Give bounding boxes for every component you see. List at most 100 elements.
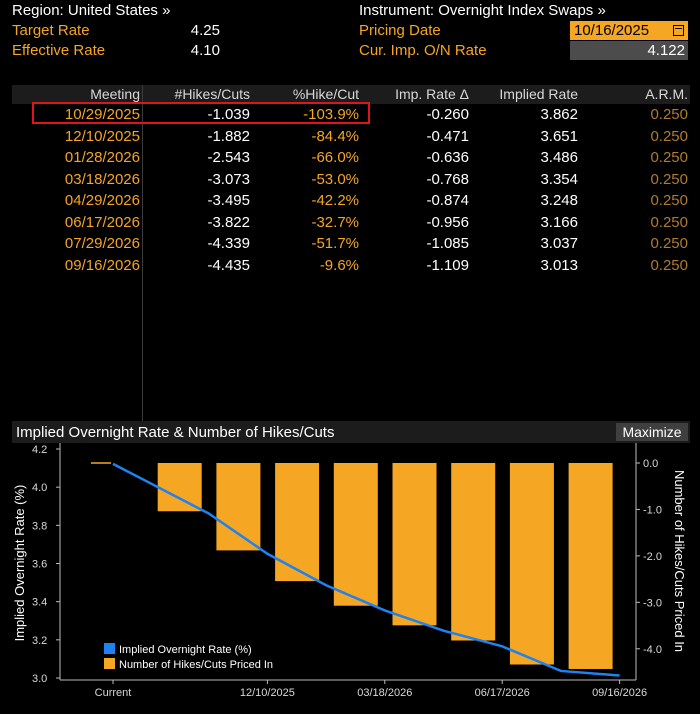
pricing-date-field[interactable]: 10/16/2025 (570, 21, 688, 40)
table-row[interactable]: 09/16/2026 -4.435 -9.6% -1.109 3.013 0.250 (12, 255, 690, 276)
bar-12/10/2025 (216, 463, 261, 551)
effective-rate-value: 4.10 (190, 42, 220, 59)
cur-imp-rate-label: Cur. Imp. O/N Rate (359, 42, 487, 59)
implied-rate-cell: 3.166 (540, 213, 578, 231)
col-pct-hike-cut[interactable]: %Hike/Cut (292, 86, 359, 102)
meeting-date-cell: 03/18/2026 (64, 170, 140, 188)
legend-swatch-line (104, 643, 115, 654)
pct-hike-cut-cell: -51.7% (311, 235, 359, 252)
chart-legend: Implied Overnight Rate (%) Number of Hik… (99, 639, 282, 673)
hikes-cuts-cell: -4.339 (207, 235, 250, 252)
arm-cell: 0.250 (650, 213, 688, 231)
rate-chart: 3.0 3.2 3.4 3.6 3.8 4.0 4.2 0.0 -1.0 -2.0 -3.0 -4.0… (12, 443, 687, 699)
imp-rate-delta-cell: -0.636 (426, 149, 469, 166)
table-row[interactable]: 01/28/2026 -2.543 -66.0% -0.636 3.486 0.250 (12, 147, 690, 168)
table-header: Meeting #Hikes/Cuts %Hike/Cut Imp. Rate … (12, 85, 690, 104)
arm-cell: 0.250 (650, 127, 688, 145)
imp-rate-delta-cell: -0.768 (426, 170, 469, 188)
meeting-date-cell: 07/29/2026 (64, 235, 140, 252)
instrument-selector[interactable]: Instrument: Overnight Index Swaps » (359, 2, 606, 19)
implied-rate-cell: 3.013 (540, 256, 578, 274)
y-tick-label: 3.8 (32, 520, 47, 532)
y-tick-label: 3.4 (32, 597, 47, 609)
hikes-cuts-cell: -2.543 (207, 149, 250, 166)
region-selector[interactable]: Region: United States » (12, 2, 171, 19)
implied-rate-line (112, 462, 620, 677)
legend-swatch-bars (104, 658, 115, 669)
arm-cell: 0.250 (650, 106, 688, 123)
bar-01/28/2026 (275, 463, 320, 582)
table-row[interactable]: 10/29/2025 -1.039 -103.9% -0.260 3.862 0.250 (12, 104, 690, 125)
y-tick-label: 4.2 (32, 444, 47, 456)
table-row[interactable]: 07/29/2026 -4.339 -51.7% -1.085 3.037 0.250 (12, 233, 690, 254)
arm-cell: 0.250 (650, 256, 688, 274)
x-tick-label: Current (95, 687, 132, 699)
x-tick-label: 12/10/2025 (240, 687, 295, 699)
y-right-tick-label: -2.0 (643, 551, 662, 563)
bar-04/29/2026 (392, 463, 437, 626)
col-hikes-cuts[interactable]: #Hikes/Cuts (174, 86, 250, 102)
hikes-cuts-cell: -1.882 (207, 127, 250, 145)
imp-rate-delta-cell: -1.085 (426, 235, 469, 252)
pricing-date-label: Pricing Date (359, 22, 441, 39)
hikes-cuts-cell: -3.073 (207, 170, 250, 188)
pct-hike-cut-cell: -9.6% (319, 256, 359, 274)
target-rate-label: Target Rate (12, 22, 90, 39)
meeting-date-cell: 06/17/2026 (64, 213, 140, 231)
calendar-icon[interactable] (673, 25, 684, 36)
effective-rate-label: Effective Rate (12, 42, 106, 59)
y-right-tick-label: -1.0 (643, 504, 662, 516)
table-row[interactable]: 12/10/2025 -1.882 -84.4% -0.471 3.651 0.250 (12, 126, 690, 147)
y-right-tick-label: -3.0 (643, 597, 662, 609)
maximize-button[interactable]: Maximize (616, 423, 688, 441)
hikes-cuts-cell: -3.822 (207, 213, 250, 231)
col-meeting[interactable]: Meeting (90, 86, 140, 102)
x-tick-label: 06/17/2026 (475, 687, 530, 699)
meeting-date-cell: 04/29/2026 (64, 192, 140, 209)
hikes-cuts-cell: -1.039 (207, 106, 250, 123)
pct-hike-cut-cell: -42.2% (311, 192, 359, 209)
y-tick-label: 4.0 (32, 482, 47, 494)
x-tick-label: 03/18/2026 (357, 687, 412, 699)
column-divider (142, 85, 143, 421)
cur-imp-rate-field[interactable]: 4.122 (570, 41, 688, 60)
bar-06/17/2026 (451, 463, 496, 641)
hikes-cuts-cell: -3.495 (207, 192, 250, 209)
highlight-box (32, 102, 370, 124)
arm-cell: 0.250 (650, 235, 688, 252)
legend-label-line: Implied Overnight Rate (%) (119, 644, 252, 656)
table-row[interactable]: 03/18/2026 -3.073 -53.0% -0.768 3.354 0.250 (12, 169, 690, 190)
x-tick-label: 09/16/2026 (592, 687, 647, 699)
chart-title: Implied Overnight Rate & Number of Hikes… (16, 424, 335, 441)
implied-rate-cell: 3.486 (540, 149, 578, 166)
table-row[interactable]: 04/29/2026 -3.495 -42.2% -0.874 3.248 0.250 (12, 190, 690, 211)
implied-rate-cell: 3.248 (540, 192, 578, 209)
pricing-date-value: 10/16/2025 (574, 22, 650, 39)
arm-cell: 0.250 (650, 170, 688, 188)
implied-rate-cell: 3.037 (540, 235, 578, 252)
y-right-tick-label: 0.0 (643, 458, 658, 470)
y-right-tick-label: -4.0 (643, 644, 662, 656)
pct-hike-cut-cell: -66.0% (311, 149, 359, 166)
implied-rate-cell: 3.354 (540, 170, 578, 188)
pct-hike-cut-cell: -103.9% (303, 106, 359, 123)
target-rate-value: 4.25 (190, 22, 220, 39)
col-arm[interactable]: A.R.M. (645, 86, 688, 102)
pct-hike-cut-cell: -84.4% (311, 127, 359, 145)
imp-rate-delta-cell: -0.260 (426, 106, 469, 123)
col-implied-rate[interactable]: Implied Rate (499, 86, 578, 102)
hikes-cuts-cell: -4.435 (207, 256, 250, 274)
arm-cell: 0.250 (650, 192, 688, 209)
bar-09/16/2026 (568, 463, 613, 669)
y-axis-title-right: Number of Hikes/Cuts Priced In (672, 470, 687, 652)
col-imp-rate-delta[interactable]: Imp. Rate Δ (395, 86, 469, 102)
bar-07/29/2026 (509, 463, 554, 665)
y-tick-label: 3.2 (32, 635, 47, 647)
imp-rate-delta-cell: -0.956 (426, 213, 469, 231)
y-tick-label: 3.0 (32, 673, 47, 685)
implied-rate-cell: 3.651 (540, 127, 578, 145)
imp-rate-delta-cell: -0.471 (426, 127, 469, 145)
bar-03/18/2026 (333, 463, 378, 606)
imp-rate-delta-cell: -0.874 (426, 192, 469, 209)
table-row[interactable]: 06/17/2026 -3.822 -32.7% -0.956 3.166 0.250 (12, 212, 690, 233)
